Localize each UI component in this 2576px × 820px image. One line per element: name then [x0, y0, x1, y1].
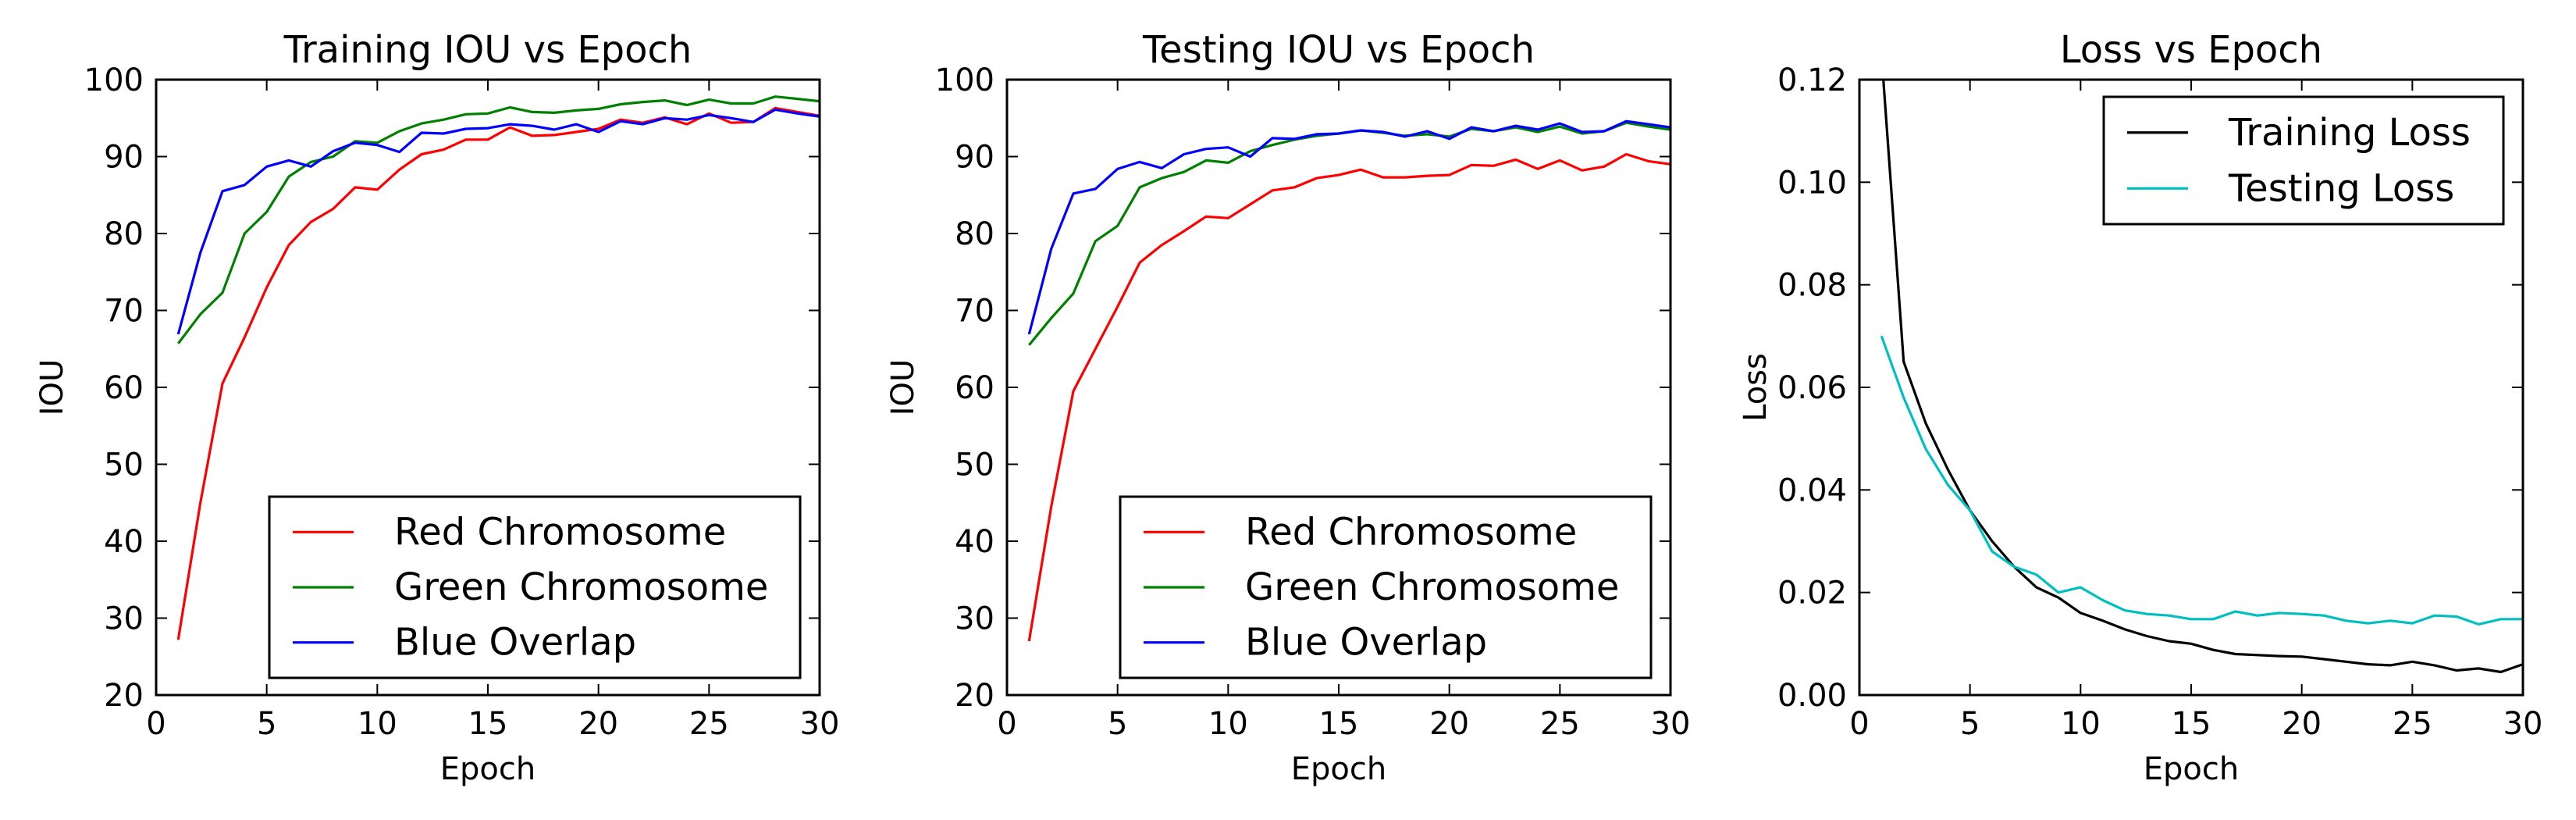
- y-axis-label: IOU: [885, 359, 921, 416]
- y-tick-label: 90: [104, 140, 144, 176]
- legend-label-1: Red Chromosome: [394, 510, 726, 554]
- x-tick-label: 15: [2172, 706, 2211, 742]
- y-tick-label: 0.08: [1777, 268, 1847, 304]
- x-tick-label: 10: [2061, 706, 2101, 742]
- x-tick-label: 10: [358, 706, 397, 742]
- y-tick-label: 50: [955, 447, 994, 483]
- legend-label-2: Green Chromosome: [1245, 565, 1619, 609]
- y-tick-label: 20: [955, 678, 994, 714]
- series-line-3: [1027, 119, 1670, 335]
- y-axis-label: Loss: [1738, 353, 1774, 422]
- x-axis-label: Epoch: [440, 751, 535, 787]
- x-tick-label: 25: [689, 706, 729, 742]
- x-tick-label: 30: [1651, 706, 1691, 742]
- y-tick-label: 70: [104, 294, 144, 330]
- y-axis-label: IOU: [34, 359, 70, 416]
- chart-title: Testing IOU vs Epoch: [1142, 28, 1535, 72]
- series-line-2: [177, 95, 820, 344]
- x-tick-label: 20: [578, 706, 618, 742]
- x-axis-label: Epoch: [2144, 751, 2239, 787]
- x-tick-label: 10: [1208, 706, 1248, 742]
- legend-label-2: Testing Loss: [2228, 166, 2454, 210]
- y-tick-label: 40: [955, 524, 994, 560]
- chart-panel-3: 0 5 10 15 20 25 30 0.00 0.02 0.04 0.06 0.08 0.10 0.12…: [1738, 28, 2542, 787]
- y-tick-label: 0.06: [1777, 370, 1847, 406]
- y-tick-label: 0.12: [1777, 62, 1847, 98]
- legend-label-1: Red Chromosome: [1245, 510, 1577, 554]
- y-tick-label: 0.02: [1777, 576, 1847, 611]
- y-tick-label: 40: [104, 524, 144, 560]
- series-line-2: [1880, 335, 2523, 626]
- chart-panel-1: 0 5 10 15 20 25 30 20 30 40 50 60 70 80 90 100 Training …: [34, 28, 839, 787]
- x-tick-label: 5: [1108, 706, 1127, 742]
- y-tick-label: 90: [955, 140, 994, 176]
- legend-label-2: Green Chromosome: [394, 565, 768, 609]
- series-line-1: [1027, 152, 1670, 642]
- y-tick-label: 60: [955, 370, 994, 406]
- series-line-2: [1028, 121, 1670, 346]
- legend-box: [2102, 95, 2505, 226]
- x-tick-label: 0: [146, 706, 165, 742]
- legend-box: [268, 495, 802, 679]
- chart-title: Loss vs Epoch: [2060, 28, 2322, 72]
- y-tick-label: 70: [955, 294, 994, 330]
- plot-area: [176, 95, 820, 640]
- series-line-3: [176, 108, 820, 335]
- legend: Red Chromosome Green Chromosome Blue Overl…: [1119, 495, 1653, 679]
- x-tick-label: 30: [2503, 706, 2543, 742]
- y-tick-label: 0.00: [1777, 678, 1847, 714]
- x-tick-label: 0: [997, 706, 1016, 742]
- legend-label-3: Blue Overlap: [1245, 621, 1487, 665]
- y-tick-label: 50: [104, 447, 144, 483]
- legend-box: [1119, 495, 1653, 679]
- x-tick-label: 20: [1429, 706, 1469, 742]
- x-axis-label: Epoch: [1291, 751, 1386, 787]
- legend-label-1: Training Loss: [2228, 111, 2471, 155]
- y-tick-label: 0.10: [1777, 165, 1847, 201]
- y-tick-label: 100: [935, 62, 994, 98]
- x-tick-label: 25: [1540, 706, 1580, 742]
- plot-area: [1027, 119, 1670, 642]
- y-tick-label: 30: [955, 601, 994, 637]
- x-tick-label: 5: [1960, 706, 1980, 742]
- x-tick-label: 25: [2393, 706, 2432, 742]
- y-tick-label: 0.04: [1777, 472, 1847, 508]
- legend: Training Loss Testing Loss: [2102, 95, 2505, 226]
- y-tick-label: 100: [84, 62, 144, 98]
- legend-label-3: Blue Overlap: [394, 621, 636, 665]
- x-tick-label: 0: [1849, 706, 1869, 742]
- chart-title: Training IOU vs Epoch: [283, 28, 692, 72]
- y-tick-label: 80: [955, 216, 994, 252]
- x-tick-label: 15: [468, 706, 508, 742]
- plot-area: [1880, 80, 2523, 674]
- y-tick-label: 60: [104, 370, 144, 406]
- x-tick-label: 30: [800, 706, 840, 742]
- x-tick-label: 5: [257, 706, 276, 742]
- x-tick-label: 15: [1319, 706, 1359, 742]
- x-tick-label: 20: [2282, 706, 2322, 742]
- series-line-1: [1882, 80, 2523, 674]
- chart-panel-2: 0 5 10 15 20 25 30 20 30 40 50 60 70 80 90 100 Testing I…: [885, 28, 1690, 787]
- y-tick-label: 20: [104, 678, 144, 714]
- y-tick-label: 30: [104, 601, 144, 637]
- legend: Red Chromosome Green Chromosome Blue Overl…: [268, 495, 802, 679]
- y-tick-label: 80: [104, 216, 144, 252]
